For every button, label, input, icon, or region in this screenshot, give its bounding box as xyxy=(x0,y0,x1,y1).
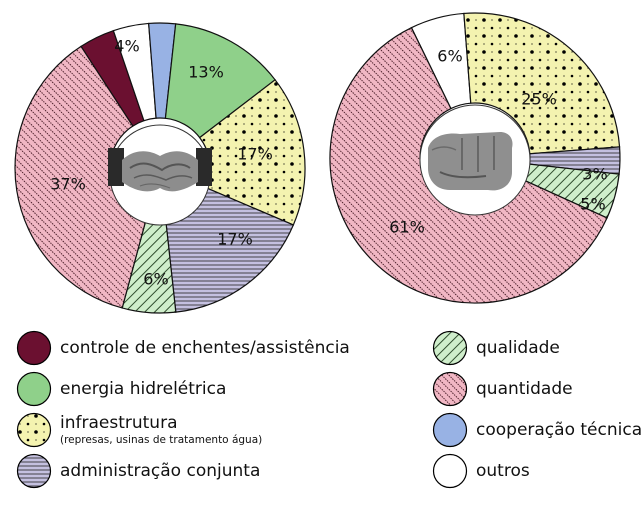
legend-item-energia: energia hidrelétrica xyxy=(16,371,227,407)
pie0-label-admin: 17% xyxy=(217,230,253,249)
pie1-label-admin: 3% xyxy=(582,165,607,184)
legend-swatch-quantidade xyxy=(432,371,468,407)
legend-item-cooperacao: cooperação técnica xyxy=(432,412,643,448)
pie0-slice-energia xyxy=(164,23,276,139)
pie1-label-outros: 6% xyxy=(437,47,462,66)
legend-label-qualidade: qualidade xyxy=(476,338,560,358)
legend-swatch-admin xyxy=(16,453,52,489)
legend-swatch-qualidade xyxy=(432,330,468,366)
legend-item-quantidade: quantidade xyxy=(432,371,573,407)
legend-swatch-controle xyxy=(16,330,52,366)
legend-item-controle: controle de enchentes/assistência xyxy=(16,330,350,366)
legend-label-controle: controle de enchentes/assistência xyxy=(60,338,350,358)
legend-item-qualidade: qualidade xyxy=(432,330,560,366)
pie0-label-outros: 4% xyxy=(114,37,139,56)
legend-label-infra: infraestrutura xyxy=(60,413,178,433)
legend-swatch-infra xyxy=(16,412,52,448)
charts-canvas: 4% 13% 17% 17% 6% 37% 6% 25% 3% 5% 61% xyxy=(14,12,621,314)
pie1-label-qualidade: 5% xyxy=(580,195,605,214)
pie-left-labels: 4% 13% 17% 17% 6% 37% xyxy=(50,37,273,289)
pie1-label-infra: 25% xyxy=(521,90,557,109)
legend-swatch-outros xyxy=(432,453,468,489)
legend-label-outros: outros xyxy=(476,461,530,481)
pie-right-labels: 6% 25% 3% 5% 61% xyxy=(389,47,607,237)
legend-label-energia: energia hidrelétrica xyxy=(60,379,227,399)
legend-item-outros: outros xyxy=(432,453,530,489)
pie0-label-infra: 17% xyxy=(237,145,273,164)
legend-item-infra: infraestrutura (represas, usinas de trat… xyxy=(16,412,263,448)
legend-label-cooperacao: cooperação técnica xyxy=(476,420,643,440)
pie0-label-quantidade: 37% xyxy=(50,175,86,194)
legend-sublabel-infra: (represas, usinas de tratamento água) xyxy=(60,434,263,446)
legend-swatch-cooperacao xyxy=(432,412,468,448)
pie-chart-left xyxy=(14,22,306,314)
pie1-label-quantidade: 61% xyxy=(389,218,425,237)
legend-label-admin: administração conjunta xyxy=(60,461,261,481)
legend-swatch-energia xyxy=(16,371,52,407)
legend-label-quantidade: quantidade xyxy=(476,379,573,399)
pie1-slice-infra xyxy=(463,12,621,155)
pie0-label-energia: 13% xyxy=(188,63,224,82)
fist-image xyxy=(419,104,531,216)
legend-item-admin: administração conjunta xyxy=(16,453,261,489)
pie-chart-right xyxy=(329,12,621,304)
pie0-label-qualidade: 6% xyxy=(143,270,168,289)
handshake-image xyxy=(108,124,212,226)
